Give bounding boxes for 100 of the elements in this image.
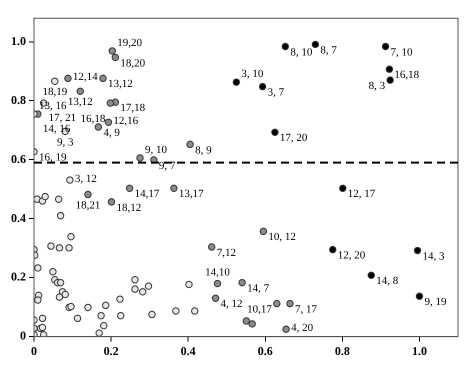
point <box>329 246 336 254</box>
point <box>56 212 64 220</box>
annotation: 12, 20 <box>338 250 366 262</box>
annotation: 12,14 <box>72 71 98 84</box>
point <box>136 154 144 162</box>
point <box>286 300 294 308</box>
point <box>126 184 134 192</box>
annotation: 14,17 <box>134 188 160 200</box>
annotation: 18,20 <box>120 57 146 70</box>
x-tick-label: 0.6 <box>258 344 273 358</box>
point <box>108 198 116 206</box>
annotation: 9, 3 <box>56 136 74 148</box>
annotation: 16, 19 <box>39 152 67 164</box>
point <box>56 293 64 301</box>
annotation: 10, 12 <box>268 231 296 244</box>
annotation: 7,12 <box>216 246 236 259</box>
annotation: 16,18 <box>394 69 420 82</box>
point <box>47 242 55 250</box>
point <box>172 307 180 315</box>
annotation: 13,12 <box>68 96 93 108</box>
point <box>368 272 375 279</box>
point <box>100 322 108 330</box>
annotation: 13, 16 <box>39 100 67 112</box>
x-tick-label: 1.0 <box>412 344 427 358</box>
y-tick-label: 0.6 <box>11 152 26 166</box>
annotation: 4, 12 <box>220 298 243 310</box>
point <box>99 74 107 82</box>
annotation: 17, 21 <box>48 112 76 124</box>
point <box>260 228 268 236</box>
point <box>54 196 62 203</box>
annotation: 3, 7 <box>268 86 285 98</box>
point <box>41 192 49 200</box>
annotation: 17,18 <box>120 102 146 114</box>
point <box>131 285 139 293</box>
annotation: 12, 17 <box>348 188 376 200</box>
point <box>382 42 390 50</box>
point <box>112 54 120 62</box>
annotation: 8, 10 <box>290 46 313 58</box>
annotation: 13,17 <box>178 188 204 200</box>
point <box>34 264 42 272</box>
annotation: 12,16 <box>113 115 139 128</box>
point <box>214 280 222 288</box>
point <box>65 244 73 252</box>
y-tick-label: 1.0 <box>11 34 26 48</box>
point <box>56 244 64 252</box>
annotation: 9, 19 <box>424 296 447 308</box>
annotation: 7, 10 <box>390 46 414 58</box>
point <box>312 40 320 48</box>
point <box>208 243 216 251</box>
y-tick-label: 0.4 <box>11 210 26 225</box>
point <box>62 290 69 298</box>
point <box>386 76 394 84</box>
point <box>282 326 290 333</box>
x-tick-label: 0.8 <box>334 344 350 358</box>
point <box>40 331 48 337</box>
annotation: 19,20 <box>117 36 142 49</box>
point <box>49 268 57 276</box>
point <box>414 246 422 254</box>
point <box>416 292 424 300</box>
point <box>97 312 105 320</box>
annotation: 18,12 <box>116 202 142 214</box>
point <box>232 78 240 86</box>
point <box>191 307 198 315</box>
point <box>34 296 42 304</box>
annotation: 7, 17 <box>294 303 318 316</box>
point <box>339 184 346 192</box>
x-tick-label: 0.2 <box>104 344 119 358</box>
point <box>273 300 281 308</box>
y-tick-label: 0.2 <box>11 270 26 284</box>
annotation: 8, 9 <box>195 144 212 156</box>
point <box>144 282 152 290</box>
annotation: 18,21 <box>76 199 100 212</box>
point <box>51 78 59 85</box>
point <box>76 88 84 96</box>
annotation: 8, 7 <box>320 44 338 56</box>
point <box>186 140 194 148</box>
point <box>131 276 139 284</box>
point <box>102 302 110 310</box>
point <box>56 278 64 286</box>
point <box>106 99 114 107</box>
point <box>66 176 74 184</box>
point <box>64 74 72 82</box>
point <box>95 329 103 337</box>
point <box>139 288 146 296</box>
point <box>116 295 124 303</box>
point <box>212 294 220 302</box>
annotation: 4, 9 <box>103 126 120 139</box>
annotation: 14, 3 <box>422 250 446 262</box>
point <box>38 314 46 322</box>
y-tick-label: 0 <box>20 328 26 343</box>
annotation: 4, 20 <box>291 322 314 334</box>
point <box>117 312 124 320</box>
annotation: 8, 3 <box>368 80 386 92</box>
y-tick-label: 0.8 <box>11 92 26 107</box>
point <box>104 118 112 126</box>
point <box>148 310 156 318</box>
annotation: 9, 10 <box>145 144 168 156</box>
annotation: 3, 10 <box>241 68 264 80</box>
annotation: 13,12 <box>108 78 133 90</box>
point <box>170 184 178 192</box>
